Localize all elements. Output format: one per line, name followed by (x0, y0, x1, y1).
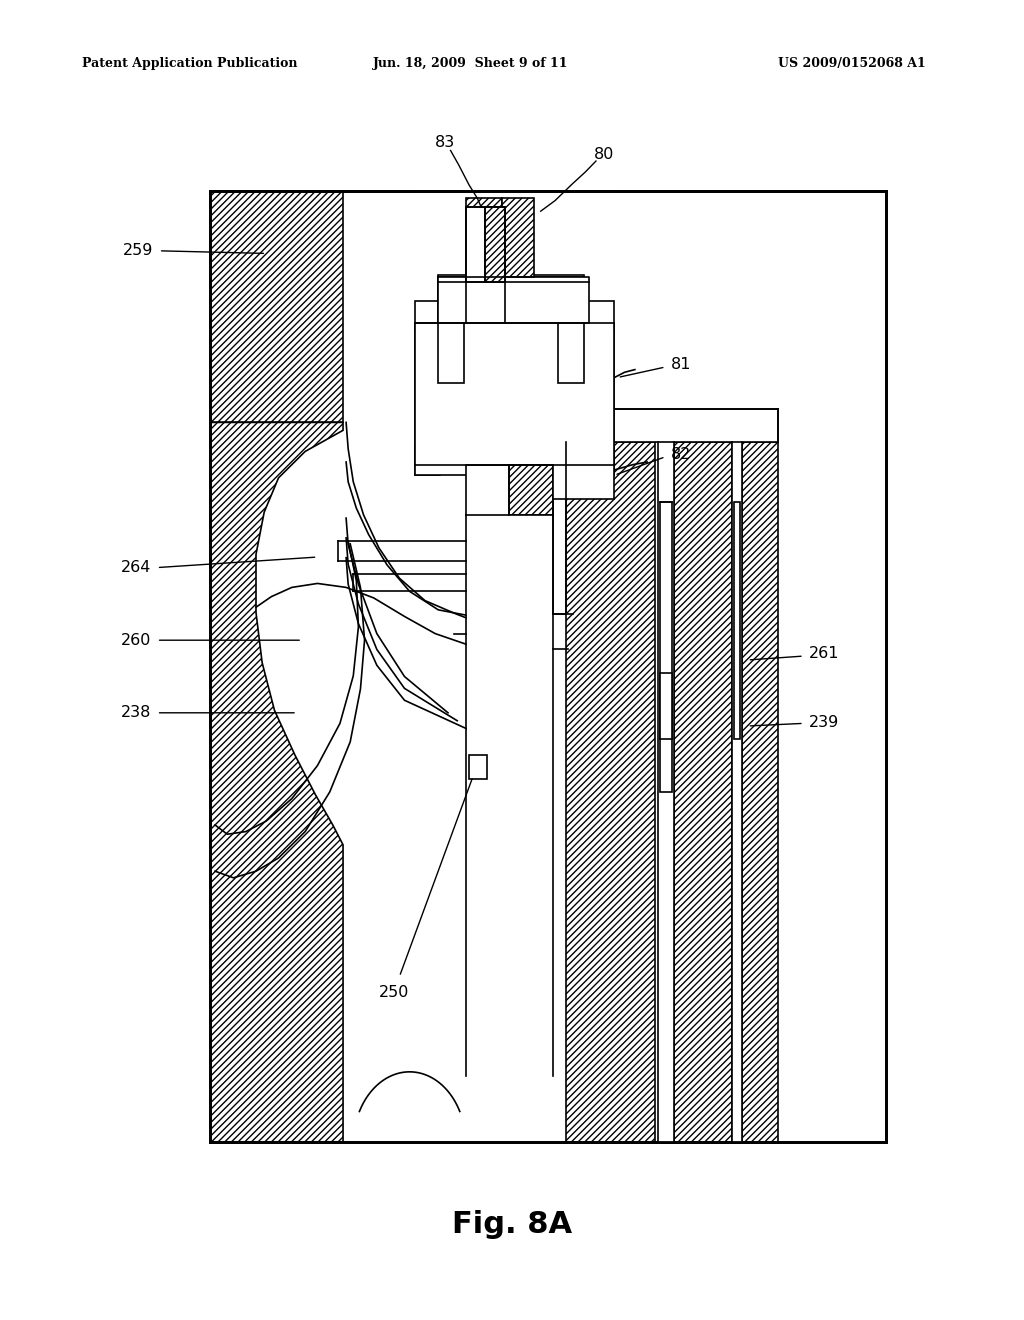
Bar (415, 323, 614, 465)
Bar (440, 323, 589, 446)
Text: Patent Application Publication: Patent Application Publication (82, 57, 297, 70)
Text: 83: 83 (435, 135, 456, 150)
Bar (467, 515, 552, 1076)
Bar (469, 755, 487, 779)
Text: 261: 261 (809, 645, 840, 661)
Text: Jun. 18, 2009  Sheet 9 of 11: Jun. 18, 2009 Sheet 9 of 11 (374, 57, 568, 70)
Bar (210, 191, 211, 1142)
Text: 264: 264 (121, 560, 152, 576)
Bar (658, 442, 674, 1142)
Text: 81: 81 (671, 356, 691, 372)
Bar (466, 465, 553, 515)
Bar (210, 191, 886, 1142)
Text: US 2009/0152068 A1: US 2009/0152068 A1 (778, 57, 926, 70)
Bar (210, 191, 343, 422)
Text: 260: 260 (121, 632, 152, 648)
Bar (734, 502, 740, 739)
Bar (558, 317, 584, 383)
Bar (438, 317, 464, 383)
Bar (415, 178, 614, 475)
Text: 239: 239 (809, 714, 840, 730)
Bar (502, 198, 535, 277)
Bar (742, 442, 778, 1142)
Text: 80: 80 (594, 147, 614, 162)
Bar (660, 502, 672, 739)
Bar (466, 207, 505, 282)
Bar (566, 409, 778, 442)
Text: 238: 238 (121, 705, 152, 721)
Text: 259: 259 (123, 243, 154, 259)
Bar (674, 442, 732, 1142)
Bar (485, 207, 505, 282)
Bar (438, 277, 589, 323)
Bar (438, 275, 584, 317)
Bar (415, 301, 614, 330)
Text: 250: 250 (379, 985, 410, 1001)
Bar (466, 198, 502, 277)
Text: Fig. 8A: Fig. 8A (452, 1210, 572, 1239)
Polygon shape (210, 422, 343, 1142)
Bar (210, 191, 886, 1142)
Bar (438, 277, 584, 317)
Bar (510, 465, 553, 515)
Bar (566, 442, 655, 1142)
Bar (553, 465, 614, 499)
Text: 82: 82 (671, 446, 691, 462)
Bar (660, 673, 672, 792)
Bar (589, 323, 614, 475)
Bar (415, 446, 614, 475)
Bar (415, 323, 440, 475)
Bar (732, 442, 742, 1142)
